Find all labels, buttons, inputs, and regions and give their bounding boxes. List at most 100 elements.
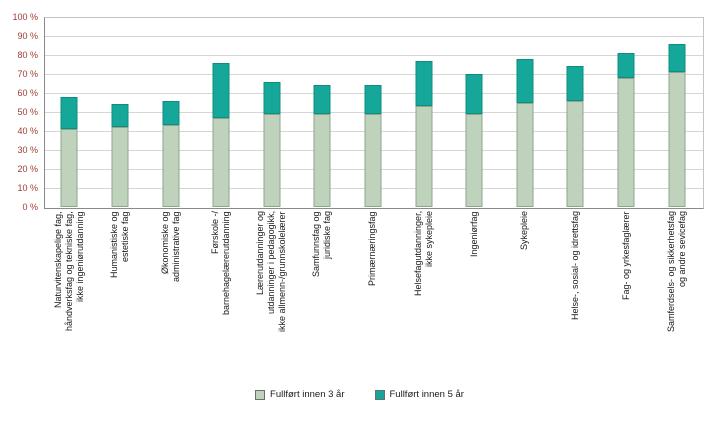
y-tick-label: 40 % <box>17 126 38 136</box>
bar-series-container <box>44 17 702 207</box>
gridline <box>45 36 703 37</box>
x-label-cell: Samferdsels- og sikkerhetsfag og andre s… <box>651 211 702 377</box>
y-tick-label: 60 % <box>17 88 38 98</box>
stacked-bar <box>263 81 281 207</box>
bar-segment-within-3yr <box>111 127 129 207</box>
x-tick-label: Helsefagutdanninger, ikke sykepleie <box>412 211 434 297</box>
x-label-cell: Naturvitenskapelige fag, håndverksfag og… <box>44 211 95 377</box>
bar-segment-within-3yr <box>263 113 281 207</box>
x-label-cell: Helse-, sosial- og idrettsfag <box>550 211 601 377</box>
bar-segment-within-3yr <box>465 113 483 207</box>
category-slot <box>398 17 449 207</box>
category-slot <box>601 17 652 207</box>
category-slot <box>196 17 247 207</box>
stacked-bar <box>516 58 534 207</box>
bar-segment-within-3yr <box>162 125 180 207</box>
category-slot <box>499 17 550 207</box>
category-slot <box>449 17 500 207</box>
stacked-bar <box>313 85 331 207</box>
legend-item: Fullført innen 3 år <box>255 389 345 400</box>
bar-segment-within-3yr <box>617 77 635 207</box>
bar-segment-within-5yr <box>60 96 78 130</box>
bar-segment-within-3yr <box>313 113 331 207</box>
x-tick-label: Samferdsels- og sikkerhetsfag og andre s… <box>665 211 687 333</box>
bar-segment-within-5yr <box>516 58 534 103</box>
legend-item: Fullført innen 5 år <box>374 389 464 400</box>
y-tick-label: 100 % <box>12 12 38 22</box>
x-label-cell: Førskole -/ barnehagelærerutdanning <box>196 211 247 377</box>
x-tick-label: Humanistiske og estetiske fag <box>108 211 130 278</box>
category-slot <box>145 17 196 207</box>
stacked-bar <box>465 74 483 207</box>
bar-segment-within-3yr <box>60 129 78 207</box>
y-tick-label: 10 % <box>17 183 38 193</box>
bar-segment-within-3yr <box>516 102 534 207</box>
y-tick-label: 30 % <box>17 145 38 155</box>
stacked-bar <box>668 43 686 207</box>
bar-segment-within-5yr <box>465 74 483 114</box>
x-tick-label: Økonomiske og administrative fag <box>159 211 181 282</box>
bar-segment-within-3yr <box>668 72 686 207</box>
x-tick-label: Primærnæringsfag <box>367 211 378 286</box>
bar-segment-within-3yr <box>212 117 230 207</box>
bar-segment-within-5yr <box>668 43 686 73</box>
legend-label: Fullført innen 3 år <box>270 389 345 400</box>
bar-segment-within-3yr <box>364 113 382 207</box>
x-tick-label: Samfunnsfag og juridiske fag <box>311 211 333 277</box>
stacked-bar <box>617 53 635 207</box>
x-label-cell: Ingeniørfag <box>449 211 500 377</box>
bar-segment-within-5yr <box>162 100 180 126</box>
stacked-bar <box>415 60 433 207</box>
bar-segment-within-5yr <box>111 104 129 128</box>
y-tick-label: 80 % <box>17 50 38 60</box>
legend-label: Fullført innen 5 år <box>389 389 464 400</box>
x-tick-label: Naturvitenskapelige fag, håndverksfag og… <box>52 211 85 331</box>
bar-segment-within-5yr <box>313 85 331 114</box>
x-tick-label: Sykepleie <box>519 211 530 251</box>
y-tick-label: 90 % <box>17 31 38 41</box>
stacked-bar <box>566 66 584 207</box>
gridline <box>45 55 703 56</box>
x-tick-label: Helse-, sosial- og idrettsfag <box>569 211 580 321</box>
stacked-bar <box>60 96 78 207</box>
x-label-cell: Sykepleie <box>499 211 550 377</box>
gridline <box>45 74 703 75</box>
stacked-bar <box>212 62 230 207</box>
y-axis: 0 % 10 % 20 % 30 % 40 % 50 % 60 % 70 % 80 % 90 % 1… <box>0 0 44 220</box>
x-label-cell: Humanistiske og estetiske fag <box>95 211 146 377</box>
bar-segment-within-3yr <box>566 100 584 207</box>
y-tick-label: 50 % <box>17 107 38 117</box>
y-tick-label: 20 % <box>17 164 38 174</box>
x-tick-label: Lærerutdanninger og utdanninger i pedago… <box>255 211 288 332</box>
bar-segment-within-5yr <box>263 81 281 114</box>
category-slot <box>44 17 95 207</box>
category-slot <box>246 17 297 207</box>
y-tick-label: 70 % <box>17 69 38 79</box>
category-slot <box>651 17 702 207</box>
bar-segment-within-5yr <box>212 62 230 118</box>
category-slot <box>550 17 601 207</box>
bar-segment-within-5yr <box>364 85 382 114</box>
bar-segment-within-3yr <box>415 106 433 207</box>
bar-segment-within-5yr <box>617 53 635 78</box>
x-tick-label: Ingeniørfag <box>468 211 479 257</box>
x-axis: Naturvitenskapelige fag, håndverksfag og… <box>44 211 702 377</box>
category-slot <box>95 17 146 207</box>
stacked-bar <box>111 104 129 207</box>
stacked-bar <box>162 100 180 207</box>
stacked-bar <box>364 85 382 207</box>
x-tick-label: Førskole -/ barnehagelærerutdanning <box>210 211 232 315</box>
category-slot <box>297 17 348 207</box>
y-tick-label: 0 % <box>22 202 38 212</box>
x-label-cell: Helsefagutdanninger, ikke sykepleie <box>398 211 449 377</box>
x-label-cell: Økonomiske og administrative fag <box>145 211 196 377</box>
bar-segment-within-5yr <box>415 60 433 107</box>
x-label-cell: Fag- og yrkesfaglærer <box>601 211 652 377</box>
x-label-cell: Samfunnsfag og juridiske fag <box>297 211 348 377</box>
legend: Fullført innen 3 år Fullført innen 5 år <box>0 389 719 400</box>
x-label-cell: Primærnæringsfag <box>348 211 399 377</box>
legend-swatch <box>255 389 266 400</box>
x-tick-label: Fag- og yrkesfaglærer <box>620 211 631 300</box>
legend-swatch <box>374 389 385 400</box>
